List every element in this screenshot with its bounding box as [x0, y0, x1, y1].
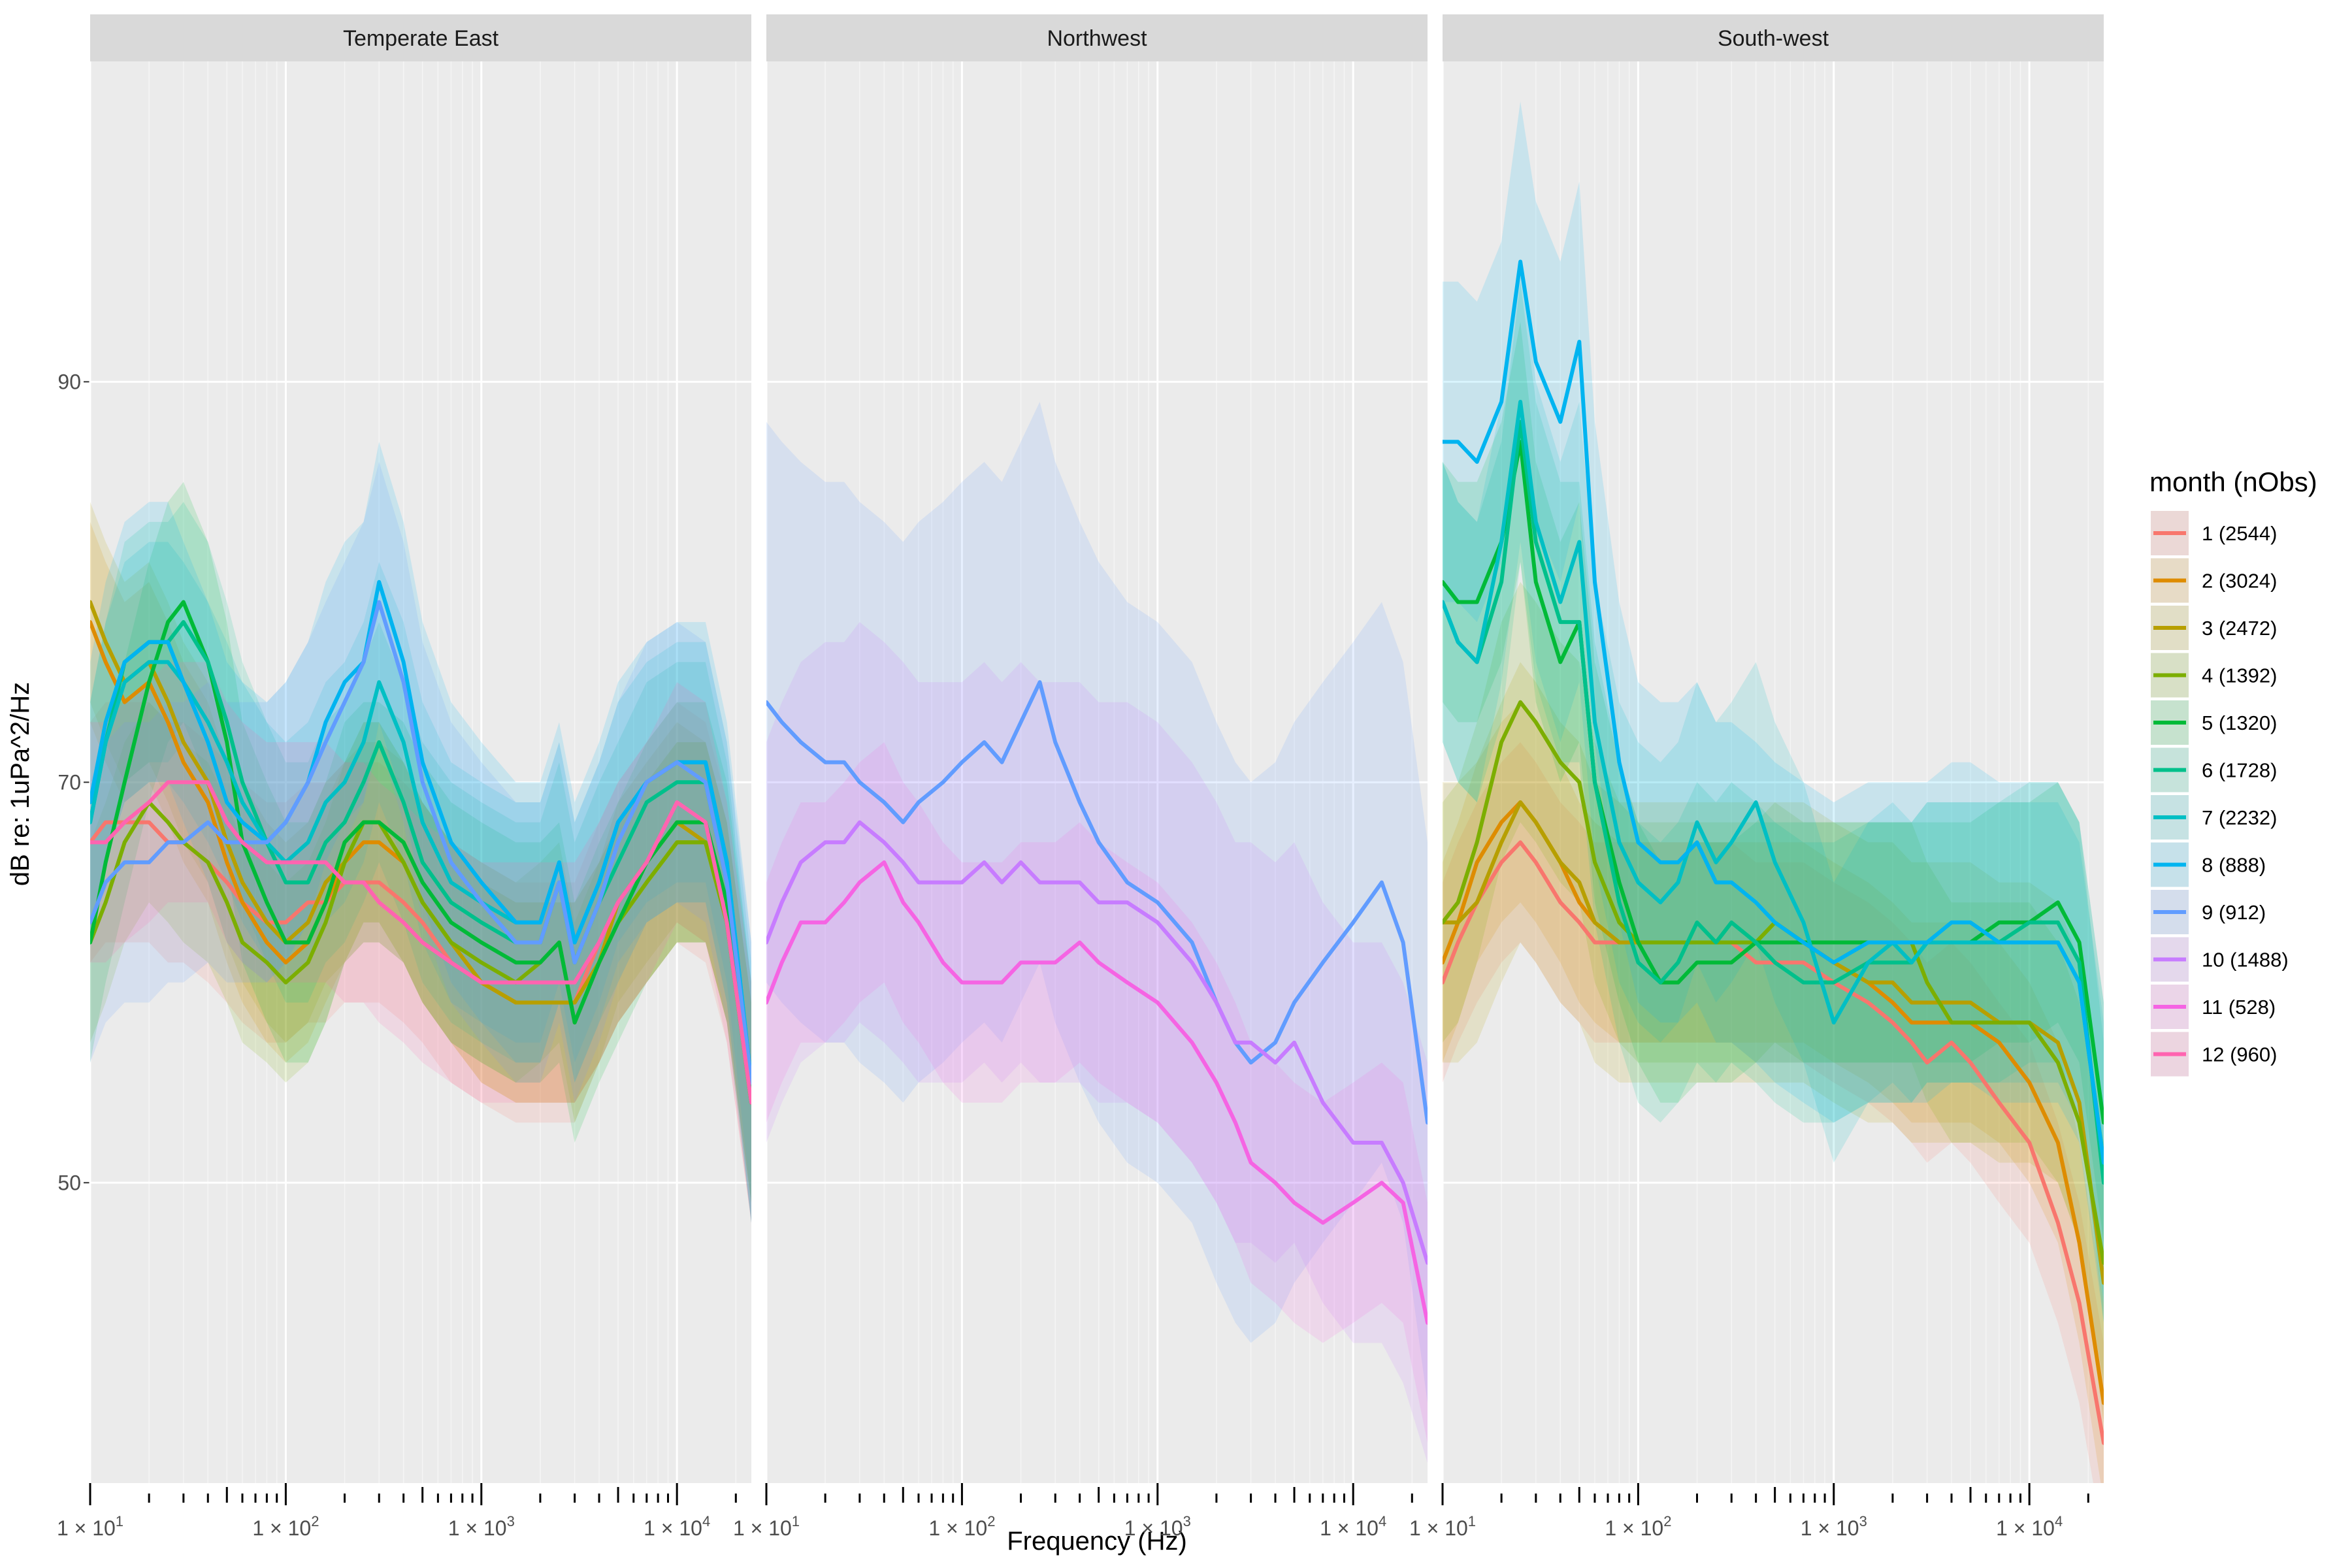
legend-item: 7 (2232) — [2151, 795, 2277, 840]
panel-2: South-west 1 × 101 1 × 102 1 × 103 1 × 104 — [1409, 14, 2104, 1540]
x-tick-label: 1 × 104 — [644, 1513, 710, 1540]
panel-background — [766, 61, 1428, 1483]
legend-item: 5 (1320) — [2151, 700, 2277, 745]
ribbon-month-9 — [90, 462, 751, 1223]
legend-item: 9 (912) — [2151, 890, 2266, 934]
ribbon-month-5 — [1443, 321, 2104, 1243]
x-tick-label: 1 × 103 — [1124, 1513, 1191, 1540]
legend-label: 8 (888) — [2202, 854, 2266, 877]
legend-label: 9 (912) — [2202, 901, 2266, 924]
x-tick-label: 1 × 101 — [1409, 1513, 1476, 1540]
legend-item: 10 (1488) — [2151, 937, 2289, 982]
ribbon-month-1 — [1443, 742, 2104, 1483]
panel-data — [766, 402, 1428, 1463]
y-axis-title: dB re: 1uPa^2/Hz — [6, 682, 35, 886]
ribbon-month-4 — [90, 702, 751, 1203]
panel-strip-title: Temperate East — [343, 26, 499, 51]
ribbon-month-10 — [766, 622, 1428, 1463]
x-tick-label: 1 × 104 — [1320, 1513, 1386, 1540]
legend-label: 12 (960) — [2202, 1043, 2277, 1066]
legend-item: 4 (1392) — [2151, 653, 2277, 698]
x-tick-label: 1 × 103 — [1801, 1513, 1867, 1540]
legend-label: 1 (2544) — [2202, 522, 2277, 545]
legend-label: 6 (1728) — [2202, 759, 2277, 782]
legend-item: 2 (3024) — [2151, 558, 2277, 603]
legend-item: 8 (888) — [2151, 842, 2266, 887]
y-tick-label: 50 — [57, 1171, 81, 1194]
panel-data — [90, 442, 751, 1223]
legend: 1 (2544) 2 (3024) 3 (2472) 4 (1392) 5 (1320)… — [2151, 511, 2289, 1077]
legend-label: 4 (1392) — [2202, 664, 2277, 687]
ribbon-month-6 — [1443, 282, 2104, 1323]
legend-label: 11 (528) — [2202, 996, 2276, 1019]
panel-1: Northwest 1 × 101 1 × 102 1 × 103 1 × 104 — [733, 14, 1428, 1540]
legend-title: month (nObs) — [2149, 466, 2317, 497]
ribbon-month-7 — [90, 542, 751, 1203]
legend-label: 3 (2472) — [2202, 617, 2277, 640]
legend-label: 7 (2232) — [2202, 806, 2277, 829]
panels: 50 70 90 Temperate East 1 × 101 1 × 102 1 × 10… — [57, 14, 2104, 1540]
x-tick-label: 1 × 104 — [1996, 1513, 2063, 1540]
x-tick-label: 1 × 102 — [1605, 1513, 1671, 1540]
panel-0: Temperate East 1 × 101 1 × 102 1 × 103 1 × 1… — [57, 14, 751, 1540]
panel-strip — [90, 14, 751, 61]
ribbon-month-7 — [1443, 261, 2104, 1303]
ribbon-month-8 — [90, 442, 751, 1223]
panel-data — [1443, 101, 2104, 1483]
legend-label: 5 (1320) — [2202, 711, 2277, 734]
y-tick-label: 70 — [57, 770, 81, 794]
panel-strip — [1443, 14, 2104, 61]
x-tick-label: 1 × 101 — [733, 1513, 800, 1540]
legend-item: 12 (960) — [2151, 1032, 2277, 1077]
legend-label: 10 (1488) — [2202, 949, 2289, 972]
ribbon-month-8 — [1443, 101, 2104, 1323]
panel-strip — [766, 14, 1428, 61]
x-tick-label: 1 × 103 — [448, 1513, 515, 1540]
legend-item: 3 (2472) — [2151, 606, 2277, 650]
ribbon-month-11 — [766, 742, 1428, 1443]
x-tick-label: 1 × 102 — [928, 1513, 995, 1540]
legend-item: 11 (528) — [2151, 985, 2276, 1029]
x-axis-title: Frequency (Hz) — [1007, 1527, 1187, 1556]
x-tick-label: 1 × 102 — [252, 1513, 319, 1540]
legend-item: 6 (1728) — [2151, 747, 2277, 792]
legend-item: 1 (2544) — [2151, 511, 2277, 555]
panel-background — [1443, 61, 2104, 1483]
y-tick-label: 90 — [57, 370, 81, 393]
legend-label: 2 (3024) — [2202, 570, 2277, 593]
panel-strip-title: Northwest — [1047, 26, 1147, 51]
x-tick-label: 1 × 101 — [57, 1513, 123, 1540]
panel-strip-title: South-west — [1718, 26, 1829, 51]
